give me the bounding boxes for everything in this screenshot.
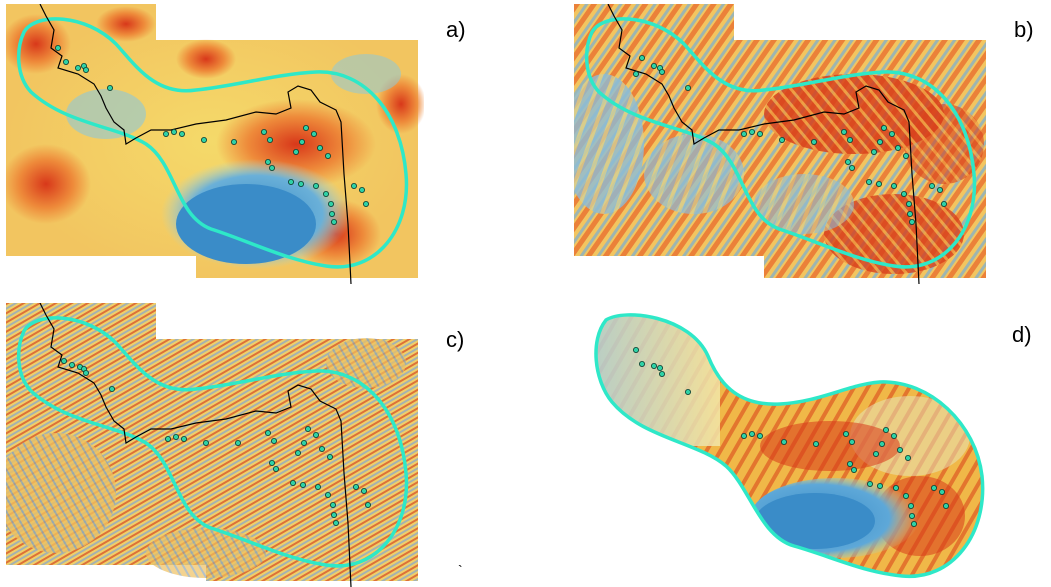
map-panel-d [580, 306, 992, 587]
study-area-outline-b [584, 17, 977, 269]
map-panel-b [574, 4, 992, 284]
site-markers-a [55, 45, 369, 225]
map-panel-a [6, 4, 424, 284]
map-b-svg [574, 4, 986, 284]
map-c-svg [6, 303, 418, 587]
site-markers-c [61, 358, 371, 526]
panel-label-c: c) [446, 327, 465, 352]
admin-boundary-a [39, 4, 352, 284]
admin-boundary-c [39, 303, 352, 587]
stray-mark: ` [458, 562, 463, 578]
admin-boundary-b [607, 4, 920, 284]
map-a-svg [6, 4, 424, 284]
panel-label-d: d) [1012, 322, 1032, 347]
study-area-outline-a [16, 17, 409, 269]
site-markers-d [633, 347, 949, 527]
panel-label-b: b) [1014, 17, 1034, 42]
site-markers-b [633, 55, 947, 225]
map-d-svg [594, 313, 985, 578]
study-area-outline-c [16, 316, 409, 568]
panel-label-a: a) [446, 17, 466, 42]
study-area-outline-d [594, 313, 985, 578]
map-panel-c [6, 303, 424, 587]
